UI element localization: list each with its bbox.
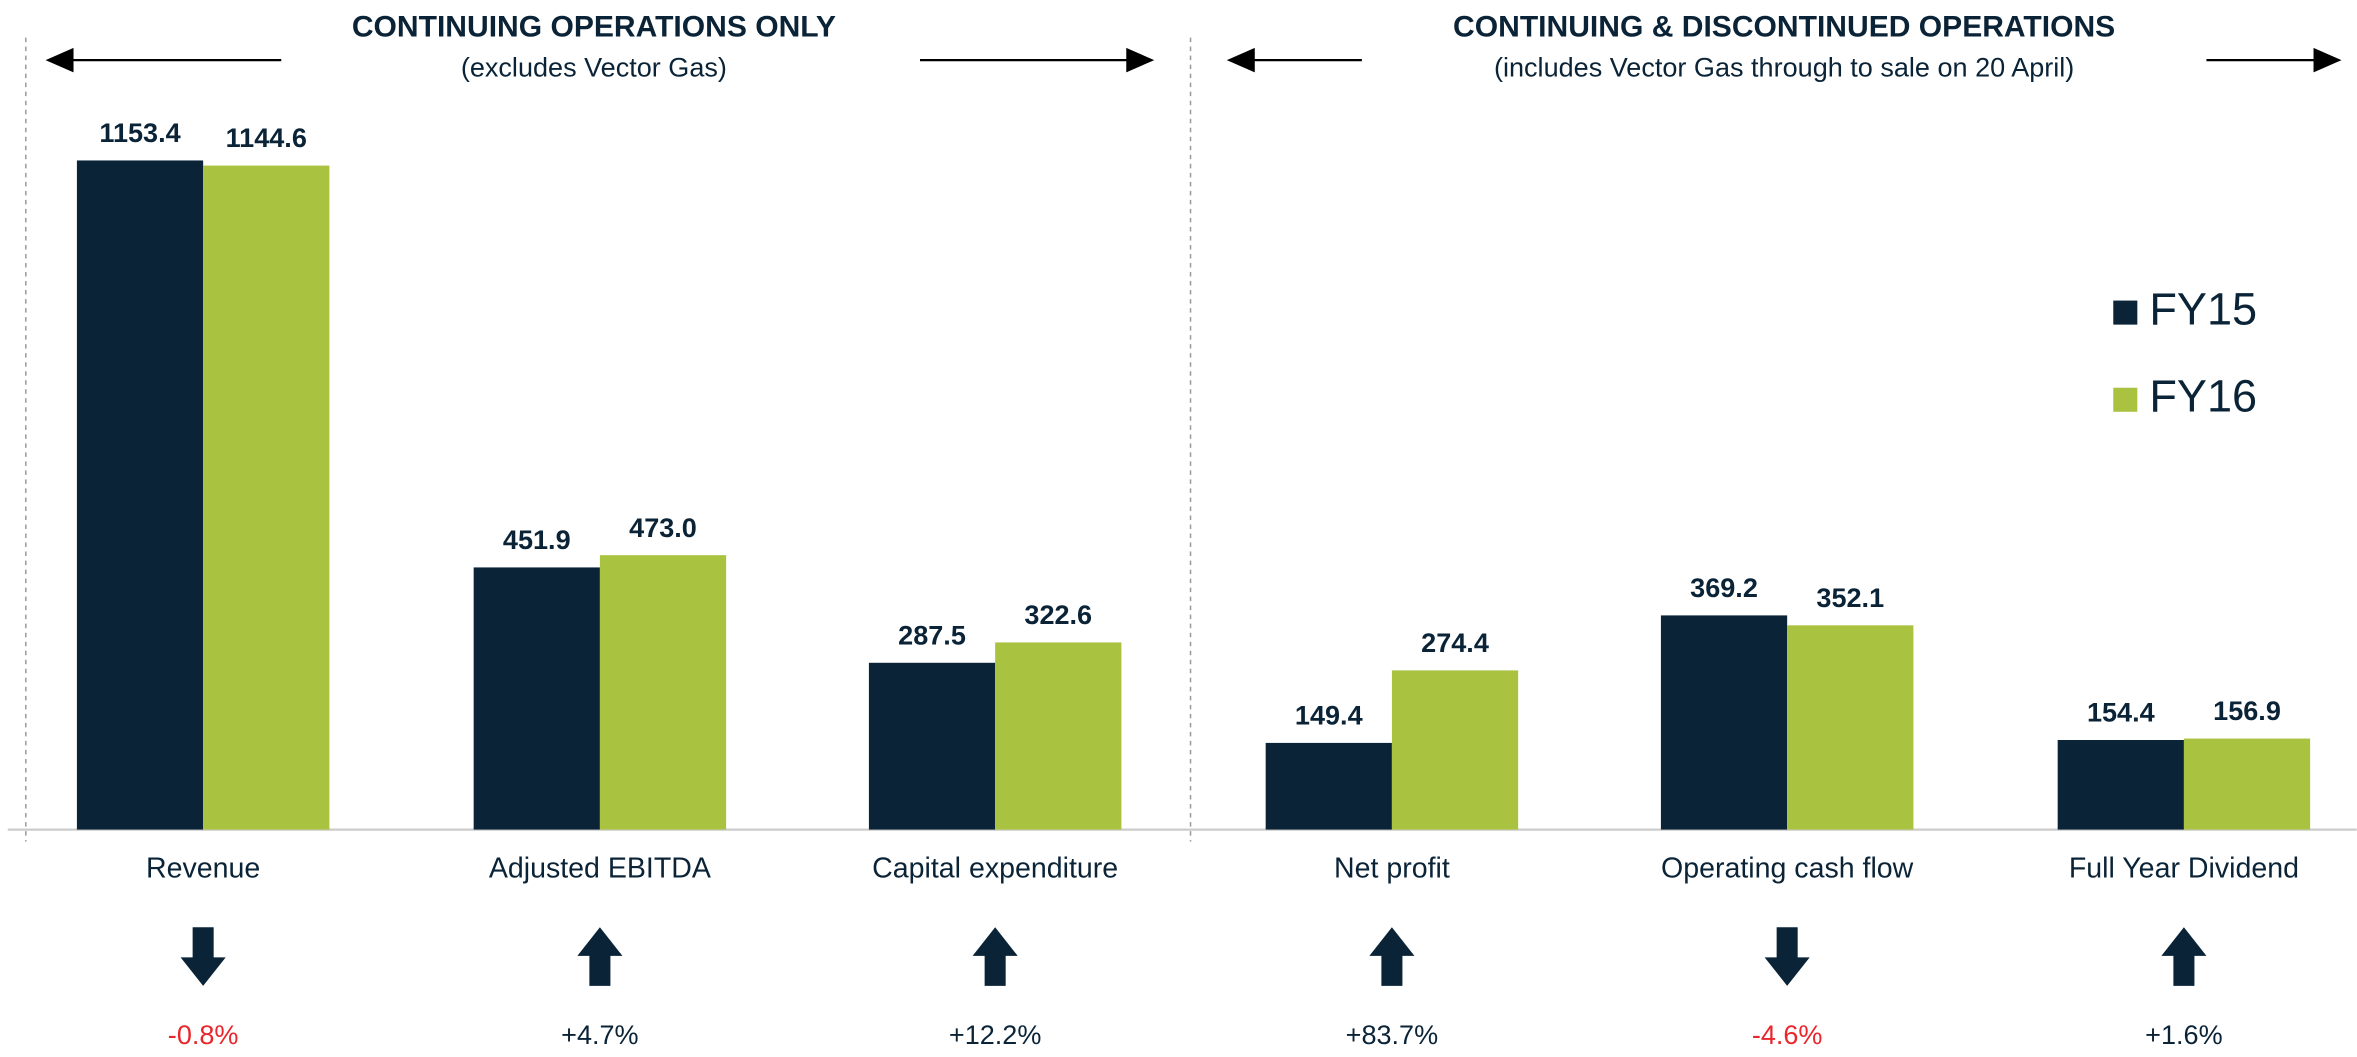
change-arrow bbox=[1764, 927, 1810, 986]
section-title: CONTINUING OPERATIONS ONLY bbox=[352, 10, 836, 43]
bar bbox=[1391, 670, 1519, 830]
bar bbox=[995, 642, 1122, 830]
x-tick-label: Full Year Dividend bbox=[2069, 853, 2299, 885]
bar bbox=[203, 165, 330, 830]
value-label: 352.1 bbox=[1816, 583, 1884, 613]
bar bbox=[868, 662, 996, 830]
change-arrow bbox=[180, 927, 226, 986]
value-label: 369.2 bbox=[1690, 573, 1758, 603]
x-tick-label: Operating cash flow bbox=[1661, 853, 1914, 885]
value-label: 473.0 bbox=[629, 513, 697, 543]
x-tick-label: Net profit bbox=[1334, 853, 1450, 885]
change-arrow bbox=[577, 927, 623, 986]
value-label: 451.9 bbox=[503, 525, 571, 555]
bar bbox=[599, 555, 727, 830]
change-label: +4.7% bbox=[561, 1020, 638, 1050]
change-label: +1.6% bbox=[2145, 1020, 2222, 1050]
bar bbox=[1660, 615, 1788, 830]
value-label: 322.6 bbox=[1024, 600, 1092, 630]
value-label: 156.9 bbox=[2213, 696, 2281, 726]
value-label: 149.4 bbox=[1295, 700, 1363, 730]
bar bbox=[1787, 625, 1914, 830]
value-label: 154.4 bbox=[2087, 698, 2155, 728]
section-subtitle: (includes Vector Gas through to sale on … bbox=[1494, 52, 2074, 82]
bar bbox=[2183, 738, 2311, 830]
change-arrow bbox=[2161, 927, 2207, 986]
legend-label: FY15 bbox=[2149, 284, 2257, 335]
value-label: 274.4 bbox=[1421, 628, 1489, 658]
x-tick-label: Capital expenditure bbox=[872, 853, 1118, 885]
bar bbox=[76, 160, 204, 830]
legend-label: FY16 bbox=[2149, 371, 2257, 422]
value-label: 1144.6 bbox=[226, 123, 307, 153]
change-label: -4.6% bbox=[1752, 1020, 1823, 1050]
section-title: CONTINUING & DISCONTINUED OPERATIONS bbox=[1453, 10, 2115, 43]
legend-swatch bbox=[2113, 300, 2138, 325]
bar bbox=[473, 567, 600, 830]
change-label: +83.7% bbox=[1346, 1020, 1439, 1050]
change-arrow bbox=[972, 927, 1018, 986]
bar bbox=[2057, 740, 2184, 830]
bar bbox=[1265, 742, 1392, 830]
section-arrows bbox=[45, 47, 2342, 73]
change-label: -0.8% bbox=[168, 1020, 239, 1050]
legend-swatch bbox=[2113, 387, 2138, 412]
value-label: 287.5 bbox=[898, 620, 966, 650]
section-subtitle: (excludes Vector Gas) bbox=[461, 52, 727, 82]
change-arrow bbox=[1369, 927, 1415, 986]
x-tick-label: Adjusted EBITDA bbox=[489, 853, 711, 885]
value-label: 1153.4 bbox=[99, 118, 180, 148]
change-label: +12.2% bbox=[949, 1020, 1042, 1050]
x-tick-label: Revenue bbox=[146, 853, 260, 885]
